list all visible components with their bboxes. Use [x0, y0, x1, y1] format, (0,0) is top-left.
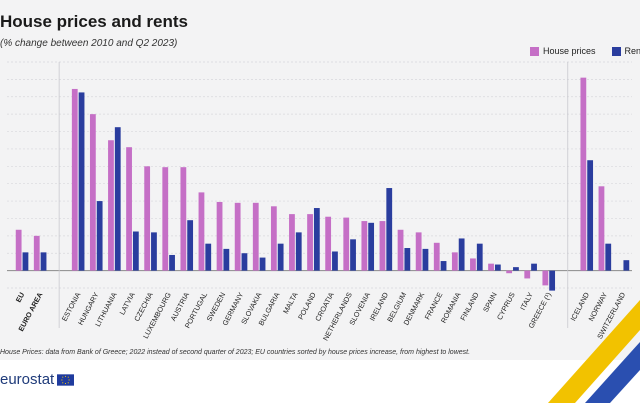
- legend-label-rents: Rents: [624, 46, 640, 56]
- bar-house-prices-iceland: [580, 77, 587, 271]
- chart-panel: [0, 0, 640, 360]
- bar-rents-luxembourg: [169, 254, 175, 271]
- bar-house-prices-malta: [289, 214, 295, 271]
- legend-swatch-rents: [611, 46, 621, 56]
- bar-rents-czechia: [151, 232, 157, 271]
- bar-house-prices-czechia: [144, 166, 151, 271]
- bar-house-prices-germany: [234, 202, 241, 271]
- bar-house-prices-spain: [488, 263, 494, 271]
- bar-rents-slovenia: [368, 222, 375, 271]
- bar-house-prices-netherlands: [343, 217, 350, 271]
- bar-house-prices-finland: [470, 258, 476, 271]
- bar-rents-bulgaria: [277, 243, 284, 271]
- bar-house-prices-portugal: [198, 192, 205, 271]
- bar-rents-spain: [494, 264, 501, 271]
- bar-house-prices-estonia: [71, 88, 78, 271]
- bar-rents-france: [440, 261, 447, 271]
- bar-rents-austria: [187, 220, 194, 271]
- bar-house-prices-ireland: [379, 221, 386, 271]
- bar-rents-ireland: [386, 188, 393, 271]
- bar-rents-germany: [241, 253, 248, 271]
- bar-house-prices-croatia: [325, 216, 332, 271]
- chart-subtitle: (% change between 2010 and Q2 2023): [0, 38, 178, 49]
- bar-rents-malta: [295, 232, 302, 271]
- bar-rents-euro-area: [40, 252, 47, 271]
- chart-legend: House prices Rents: [530, 46, 640, 56]
- bar-rents-denmark: [422, 248, 429, 271]
- chart-footnote: House Prices: data from Bank of Greece; …: [0, 349, 471, 356]
- bar-rents-finland: [476, 243, 483, 271]
- bar-house-prices-france: [433, 242, 440, 271]
- yellow-stripe: [548, 300, 640, 403]
- bar-house-prices-eu: [15, 229, 22, 271]
- bar-house-prices-sweden: [216, 201, 223, 271]
- bar-rents-belgium: [404, 248, 411, 271]
- eu-flag-icon: [57, 373, 75, 386]
- bar-rents-estonia: [78, 92, 85, 271]
- bar-rents-slovakia: [259, 257, 266, 271]
- bar-house-prices-poland: [307, 214, 313, 271]
- bar-house-prices-slovakia: [252, 202, 259, 271]
- bar-rents-portugal: [205, 243, 212, 271]
- bar-house-prices-austria: [180, 167, 187, 271]
- bar-house-prices-belgium: [397, 229, 404, 271]
- bar-house-prices-romania: [451, 252, 458, 271]
- bar-rents-switzerland: [623, 260, 630, 271]
- bar-house-prices-hungary: [89, 114, 96, 271]
- x-tick-label: EU: [14, 291, 27, 304]
- bar-house-prices-slovenia: [361, 221, 368, 271]
- bar-house-prices-denmark: [415, 232, 422, 271]
- bar-house-prices-greece-: [542, 270, 549, 286]
- bar-rents-hungary: [96, 201, 103, 271]
- bar-rents-norway: [605, 243, 612, 271]
- blue-stripe: [585, 342, 640, 403]
- bar-house-prices-norway: [598, 186, 605, 271]
- bar-rents-netherlands: [350, 239, 356, 271]
- bar-house-prices-italy: [524, 270, 531, 279]
- bar-rents-italy: [531, 263, 537, 271]
- eurostat-logo: eurostat: [0, 371, 75, 388]
- legend-swatch-house-prices: [530, 46, 539, 56]
- bar-rents-latvia: [132, 231, 139, 271]
- bar-rents-croatia: [332, 251, 338, 271]
- bar-house-prices-luxembourg: [162, 167, 169, 271]
- bar-rents-cyprus: [513, 267, 519, 271]
- bar-house-prices-lithuania: [108, 140, 114, 271]
- chart-title: House prices and rents: [0, 12, 189, 31]
- bar-rents-greece-: [549, 270, 556, 291]
- bar-house-prices-cyprus: [506, 270, 513, 274]
- bar-rents-iceland: [587, 160, 594, 271]
- bar-rents-romania: [458, 238, 465, 271]
- bar-rents-poland: [313, 208, 320, 271]
- bar-rents-sweden: [223, 248, 230, 271]
- bar-rents-lithuania: [114, 127, 121, 271]
- bar-house-prices-bulgaria: [270, 206, 277, 271]
- bar-house-prices-euro-area: [33, 235, 40, 271]
- brand-name: eurostat: [0, 371, 55, 388]
- bar-rents-eu: [22, 252, 29, 271]
- legend-label-house-prices: House prices: [543, 46, 596, 56]
- bar-house-prices-latvia: [126, 147, 132, 271]
